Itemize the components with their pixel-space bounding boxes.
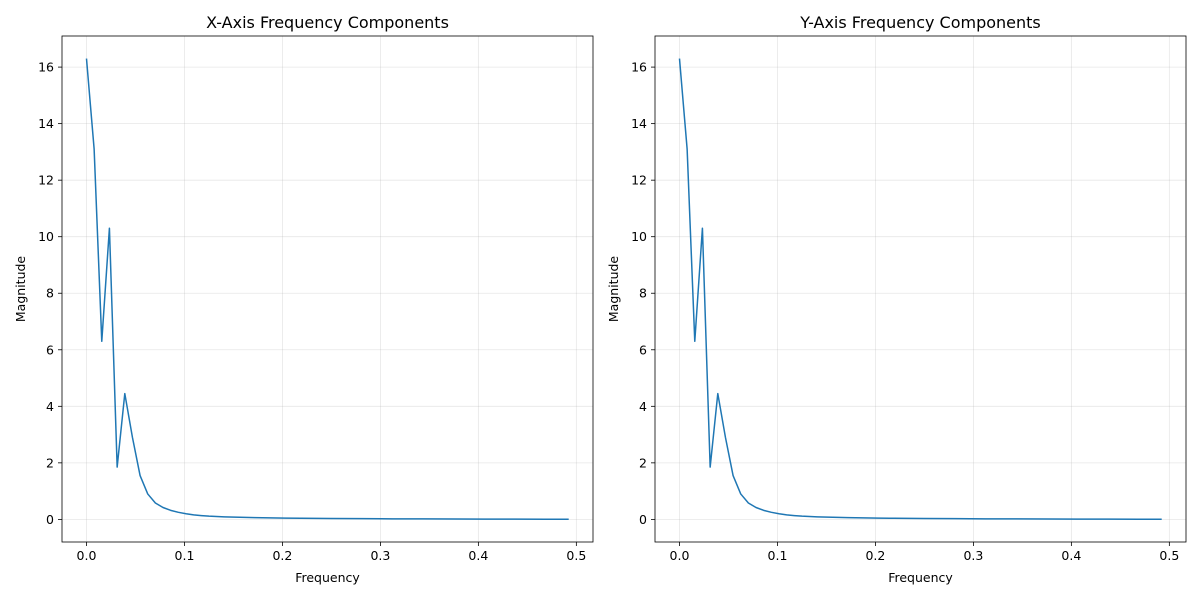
x-tick-label: 0.1 xyxy=(768,548,788,563)
series-line xyxy=(85,58,569,520)
x-axis-label: Frequency xyxy=(295,570,360,585)
x-tick-label: 0.3 xyxy=(963,548,983,563)
y-tick-label: 4 xyxy=(639,399,647,414)
y-tick-label: 12 xyxy=(631,173,647,188)
chart-title: Y-Axis Frequency Components xyxy=(799,13,1041,32)
y-tick-label: 12 xyxy=(38,173,54,188)
y-axis-label: Magnitude xyxy=(13,256,28,323)
y-tick-label: 16 xyxy=(38,60,54,75)
y-tick-label: 0 xyxy=(639,512,647,527)
chart-title: X-Axis Frequency Components xyxy=(206,13,449,32)
y-tick-label: 6 xyxy=(639,342,647,357)
x-tick-label: 0.0 xyxy=(77,548,97,563)
x-tick-label: 0.5 xyxy=(566,548,586,563)
x-tick-label: 0.4 xyxy=(1061,548,1081,563)
x-tick-label: 0.2 xyxy=(865,548,885,563)
x-tick-label: 0.5 xyxy=(1159,548,1179,563)
x-tick-label: 0.0 xyxy=(670,548,690,563)
y-tick-label: 8 xyxy=(46,286,54,301)
y-tick-label: 2 xyxy=(46,455,54,470)
x-axis-label: Frequency xyxy=(888,570,953,585)
y-axis-label: Magnitude xyxy=(606,256,621,323)
chart-panel-1: 0.0 0.1 0.2 0.3 0.4 0.5 0 2 4 6 8 10 12 14 16 X-Axis Fr… xyxy=(13,13,594,585)
axes-frame xyxy=(61,35,594,543)
y-tick-label: 0 xyxy=(46,512,54,527)
y-tick-label: 10 xyxy=(631,229,647,244)
y-tick-label: 2 xyxy=(639,455,647,470)
y-tick-label: 10 xyxy=(38,229,54,244)
y-tick-label: 6 xyxy=(46,342,54,357)
y-tick-label: 16 xyxy=(631,60,647,75)
y-tick-label: 14 xyxy=(631,116,647,131)
y-tick-label: 14 xyxy=(38,116,54,131)
series-line xyxy=(678,58,1162,520)
x-tick-label: 0.1 xyxy=(175,548,195,563)
x-tick-label: 0.4 xyxy=(468,548,488,563)
x-tick-label: 0.3 xyxy=(370,548,390,563)
chart-panel-2: 0.0 0.1 0.2 0.3 0.4 0.5 0 2 4 6 8 10 12 14 16 Y-Axis Fr… xyxy=(606,13,1187,585)
y-tick-label: 4 xyxy=(46,399,54,414)
x-tick-label: 0.2 xyxy=(272,548,292,563)
y-tick-label: 8 xyxy=(639,286,647,301)
axes-frame xyxy=(654,35,1187,543)
